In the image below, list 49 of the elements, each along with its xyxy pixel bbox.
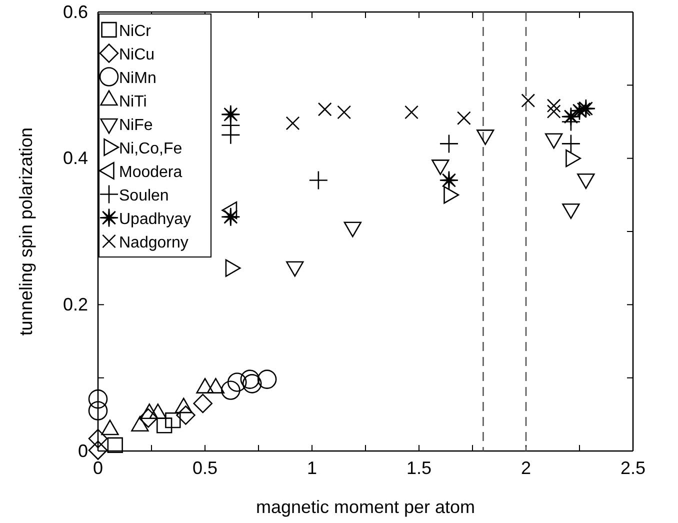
y-tick-label: 0.6: [62, 2, 88, 22]
point: [221, 104, 240, 124]
x-axis-title: magnetic moment per atom: [256, 497, 476, 517]
point: [176, 406, 196, 425]
y-tick-label: 0.2: [62, 294, 88, 314]
point: [286, 116, 300, 130]
legend-label: Upadhyay: [119, 210, 192, 228]
legend-label: NiCu: [119, 46, 155, 64]
y-axis-title: tunneling spin polarization: [16, 127, 36, 336]
point: [546, 98, 561, 113]
legend-label: Nadgorny: [119, 234, 188, 252]
legend-label: NiCr: [119, 22, 152, 40]
x-tick-label: 2: [520, 458, 532, 478]
point: [257, 370, 277, 389]
point: [337, 105, 352, 120]
point: [242, 374, 262, 394]
point: [107, 437, 123, 453]
legend-label: NiMn: [119, 70, 156, 87]
x-tick-label: 1.5: [406, 458, 432, 478]
point: [318, 102, 332, 116]
y-tick-label: 0: [78, 440, 88, 461]
point: [165, 412, 181, 428]
point: [546, 104, 561, 118]
x-tick-label: 1: [306, 458, 318, 478]
x-tick-label: 0: [92, 458, 104, 478]
point: [193, 394, 213, 414]
point: [88, 428, 108, 448]
legend-label: Soulen: [119, 187, 169, 204]
point: [88, 440, 108, 460]
point: [227, 372, 247, 392]
legend-label: NiFe: [119, 116, 153, 134]
point: [521, 94, 536, 108]
point: [88, 389, 108, 409]
legend-label: NiTi: [119, 93, 147, 110]
point: [240, 370, 260, 389]
point: [439, 170, 459, 190]
point: [561, 106, 581, 126]
legend-label: Ni,Co,Fe: [119, 140, 182, 158]
y-tick-label: 0.4: [62, 148, 88, 168]
point: [404, 105, 418, 120]
point: [576, 98, 596, 118]
point: [156, 418, 172, 434]
x-tick-label: 2.5: [620, 458, 646, 478]
legend-label: Moodera: [119, 164, 182, 181]
point: [456, 111, 471, 126]
point: [221, 207, 240, 227]
x-tick-label: 0.5: [192, 458, 218, 478]
point: [221, 380, 240, 400]
point: [88, 401, 108, 420]
